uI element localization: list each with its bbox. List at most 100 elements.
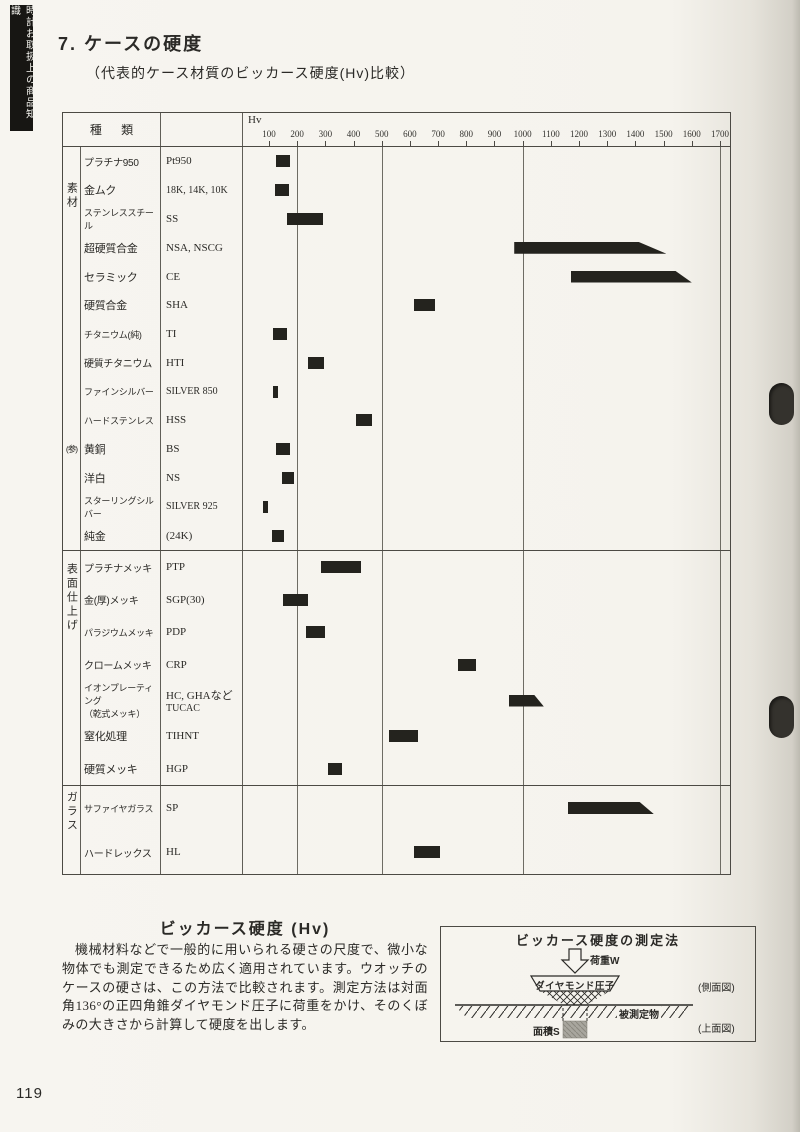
header-type-column: 種 類 bbox=[63, 113, 161, 146]
material-name-text: 硬質チタニウム bbox=[84, 359, 152, 371]
material-code-text: NSA, NSCG bbox=[166, 241, 223, 254]
material-code: SHA bbox=[161, 290, 243, 320]
material-name-text: 純金 bbox=[84, 530, 106, 543]
material-name-text: 洋白 bbox=[84, 472, 106, 485]
hardness-bar bbox=[283, 593, 309, 606]
hardness-bar bbox=[509, 695, 544, 707]
material-name: ハードステンレス bbox=[81, 406, 161, 435]
axis-tick-mark bbox=[635, 141, 637, 146]
hardness-track bbox=[243, 753, 730, 786]
hardness-track bbox=[243, 584, 730, 617]
axis-tick-mark bbox=[353, 141, 355, 146]
material-code: (24K) bbox=[161, 521, 243, 550]
material-name: 窒化処理 bbox=[81, 720, 161, 753]
axis-tick-label: 200 bbox=[290, 129, 304, 139]
table-row: プラチナ950 Pt950 bbox=[81, 147, 730, 176]
table-body: 素材 (参) プラチナ950 Pt950 金ムク 18K, 14K, 10K ステンレススチ… bbox=[63, 147, 730, 874]
material-name-text: プラチナ950 bbox=[84, 157, 139, 169]
table-row: ハードレックス HL bbox=[81, 830, 730, 874]
axis-tick-mark bbox=[607, 141, 609, 146]
hardness-track bbox=[243, 616, 730, 649]
category-label: ガラス bbox=[65, 791, 78, 833]
table-row: ステンレススチール SS bbox=[81, 204, 730, 234]
table-section: 素材 (参) プラチナ950 Pt950 金ムク 18K, 14K, 10K ステンレススチ… bbox=[63, 147, 730, 550]
table-row: 硬質合金 SHA bbox=[81, 290, 730, 320]
hv-gridline bbox=[522, 147, 524, 874]
axis-tick-mark bbox=[579, 141, 581, 146]
material-code: SP bbox=[161, 786, 243, 830]
material-name: 硬質合金 bbox=[81, 290, 161, 320]
hardness-track bbox=[243, 464, 730, 493]
hardness-track bbox=[243, 147, 730, 176]
table-row: サファイヤガラス SP bbox=[81, 786, 730, 830]
axis-tick-label: 1100 bbox=[542, 129, 560, 139]
material-name: 洋白 bbox=[81, 463, 161, 493]
hv-axis-label: Hv bbox=[248, 114, 262, 126]
material-code-text: SGP(30) bbox=[166, 593, 205, 606]
material-code-text: NS bbox=[166, 471, 181, 484]
axis-tick-mark bbox=[550, 141, 552, 146]
axis-tick-mark bbox=[297, 141, 299, 146]
material-code: HTI bbox=[161, 348, 243, 378]
material-name-text: 硬質メッキ bbox=[84, 763, 138, 776]
category-column: 表面仕上げ bbox=[63, 551, 81, 785]
material-name: 金(厚)メッキ bbox=[81, 583, 161, 616]
page-number: 119 bbox=[16, 1085, 43, 1102]
material-code-text: HTI bbox=[166, 356, 185, 369]
material-code: HL bbox=[161, 830, 243, 874]
material-code-text: SILVER 850 bbox=[166, 386, 218, 398]
material-name: クロームメッキ bbox=[81, 648, 161, 681]
hardness-bar bbox=[273, 385, 278, 398]
table-row: プラチナメッキ PTP bbox=[81, 551, 730, 584]
material-name: パラジウムメッキ bbox=[81, 616, 161, 649]
hardness-bar bbox=[308, 356, 324, 369]
axis-tick-mark bbox=[663, 141, 665, 146]
material-name-text: チタニウム(純) bbox=[84, 329, 142, 340]
material-code-text: HSS bbox=[166, 414, 187, 427]
axis-tick-label: 1000 bbox=[513, 129, 532, 139]
material-code-text: SP bbox=[166, 802, 179, 814]
material-name-text: ファインシルバー bbox=[84, 387, 154, 398]
load-label: 荷重W bbox=[590, 956, 620, 967]
material-name: セラミック bbox=[81, 262, 161, 291]
material-name-text: サファイヤガラス bbox=[84, 803, 154, 814]
material-name: プラチナ950 bbox=[81, 147, 161, 176]
table-row: パラジウムメッキ PDP bbox=[81, 616, 730, 649]
material-name-text: スターリングシルバー bbox=[84, 495, 154, 519]
axis-tick-mark bbox=[409, 141, 411, 146]
table-row: スターリングシルバー SILVER 925 bbox=[81, 492, 730, 522]
axis-tick-label: 1200 bbox=[570, 129, 589, 139]
material-name-text: イオンプレーティング bbox=[84, 683, 153, 706]
material-name-text: ステンレススチール bbox=[84, 207, 154, 231]
hardness-track bbox=[243, 720, 730, 753]
hardness-track bbox=[243, 377, 730, 406]
material-code: SILVER 925 bbox=[161, 492, 243, 522]
axis-tick-mark bbox=[466, 141, 468, 146]
table-section: ガラス サファイヤガラス SP ハードレックス HL bbox=[63, 785, 730, 874]
specimen-label: 被測定物 bbox=[617, 1006, 661, 1021]
material-name: サファイヤガラス bbox=[81, 786, 161, 830]
table-row: クロームメッキ CRP bbox=[81, 648, 730, 681]
material-name-text: 黄銅 bbox=[84, 444, 106, 457]
hardness-bar bbox=[281, 471, 295, 484]
table-row: 純金 (24K) bbox=[81, 521, 730, 550]
hardness-track bbox=[243, 320, 730, 349]
material-code-text: HL bbox=[166, 846, 181, 858]
material-code-text: HC, GHAなど bbox=[166, 690, 233, 702]
material-name-text: 金(厚)メッキ bbox=[84, 596, 139, 608]
top-view-label: (上面図) bbox=[698, 1024, 735, 1035]
hardness-track bbox=[243, 291, 730, 320]
hardness-track bbox=[243, 681, 730, 720]
material-code-text: BS bbox=[166, 443, 180, 456]
material-code-text: 18K, 14K, 10K bbox=[166, 184, 228, 196]
table-section: 表面仕上げ プラチナメッキ PTP 金(厚)メッキ SGP(30) パラジウムメッキ PDP… bbox=[63, 550, 730, 785]
material-code-text-2: TUCAC bbox=[166, 703, 200, 714]
material-code-text: PTP bbox=[166, 561, 185, 574]
hardness-table: 種 類 Hv 100 200 300 400 500 600 700 800 900 1000 11… bbox=[62, 112, 731, 875]
hardness-bar bbox=[388, 730, 419, 743]
axis-tick-label: 800 bbox=[459, 129, 474, 139]
hardness-track bbox=[243, 492, 730, 521]
indent-crosshatch bbox=[540, 991, 610, 1005]
material-code: HGP bbox=[161, 752, 243, 785]
axis-tick-label: 500 bbox=[374, 129, 389, 139]
